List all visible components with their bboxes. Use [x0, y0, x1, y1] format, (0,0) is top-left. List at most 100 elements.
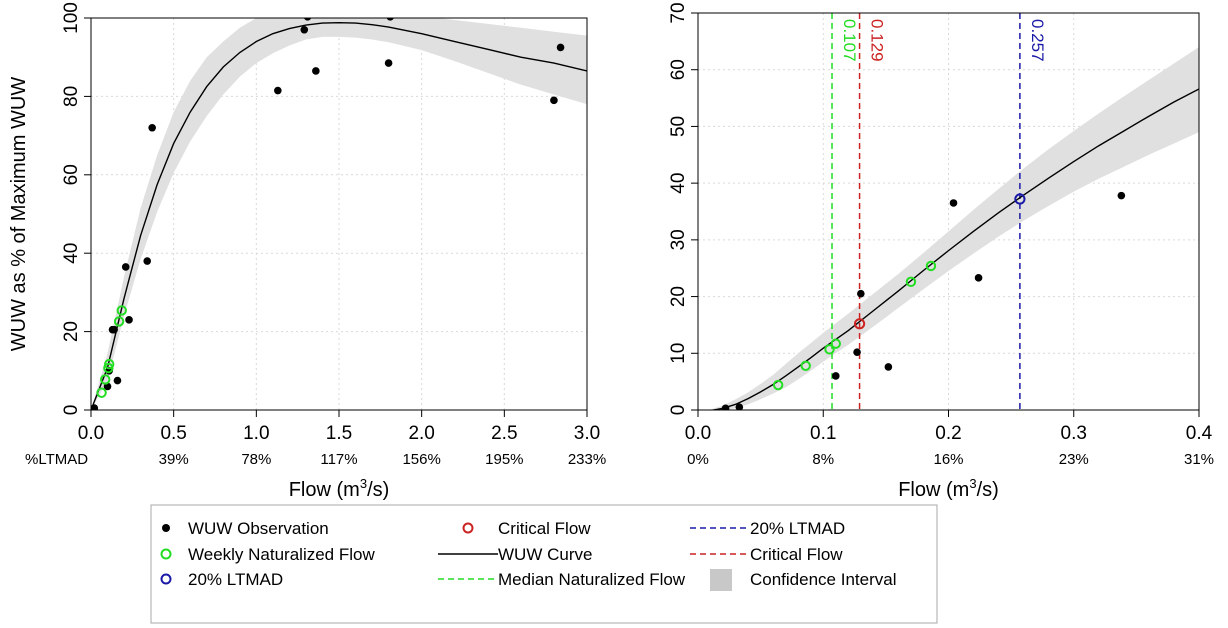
legend-label: 20% LTMAD — [750, 519, 845, 538]
weekly-naturalized-point — [824, 344, 835, 355]
observation-point — [853, 348, 861, 356]
observation-point — [274, 86, 282, 95]
y-tick-label: 80 — [61, 86, 82, 107]
observation-point — [721, 404, 730, 410]
wuw-curve — [91, 22, 587, 410]
secondary-tick-label: 39% — [159, 451, 189, 468]
x-tick-label: 0.2 — [935, 423, 961, 444]
secondary-tick-label: 233% — [568, 451, 606, 468]
observation-point — [735, 403, 744, 410]
legend-label: 20% LTMAD — [188, 570, 283, 589]
observation-point — [312, 67, 320, 75]
y-tick-label: 60 — [668, 59, 689, 80]
x-axis-title-end: /s) — [977, 479, 999, 501]
confidence-band — [707, 47, 1199, 410]
secondary-tick-label: 117% — [320, 451, 357, 468]
weekly-naturalized-point — [100, 374, 111, 385]
observation-point — [125, 316, 133, 324]
weekly-naturalized-point — [116, 305, 127, 316]
y-tick-label: 70 — [668, 2, 689, 23]
observation-point — [148, 123, 156, 132]
x-axis-title: Flow (m3/s) — [898, 476, 999, 501]
observation-point — [1117, 191, 1126, 200]
observation-point — [300, 25, 309, 34]
legend-label: Confidence Interval — [750, 570, 896, 589]
y-tick-label: 30 — [668, 229, 689, 250]
legend-obs-symbol — [162, 524, 170, 532]
secondary-tick-label: 78% — [241, 451, 271, 468]
legend: WUW Observation Weekly Naturalized Flow 20… — [150, 504, 938, 624]
legend-label: Critical Flow — [750, 545, 843, 564]
observation-point — [386, 18, 394, 21]
x-axis-title-main: Flow (m — [289, 479, 360, 501]
x-axis-title-sup: 3 — [969, 476, 976, 491]
observation-point — [110, 325, 118, 334]
plot-frame — [697, 12, 1200, 411]
weekly-naturalized-point — [830, 338, 841, 349]
y-tick-label: 40 — [668, 173, 689, 194]
ltmad-20-label: 0.257 — [1028, 19, 1047, 62]
secondary-axis-title: %LTMAD — [25, 451, 88, 468]
legend-box — [150, 504, 938, 624]
x-tick-label: 0.0 — [78, 423, 104, 444]
observation-point — [556, 43, 565, 52]
observation-point — [831, 372, 840, 380]
weekly-naturalized-point — [96, 387, 107, 398]
observation-point — [121, 263, 130, 271]
y-tick-label: 60 — [61, 164, 82, 185]
legend-band-symbol — [710, 569, 732, 591]
secondary-tick-label: 195% — [485, 451, 523, 468]
secondary-tick-label: 23% — [1059, 451, 1089, 468]
x-axis-title: Flow (m3/s) — [289, 476, 390, 501]
x-tick-label: 0.5 — [160, 423, 186, 444]
observation-point — [949, 199, 958, 207]
critical-flow-point — [853, 318, 866, 330]
y-tick-label: 20 — [668, 286, 689, 307]
observation-point — [974, 274, 983, 282]
weekly-naturalized-point — [800, 360, 811, 371]
secondary-tick-label: 31% — [1184, 451, 1214, 468]
left-plot: 0.0 0.5 1.0 1.5 2.0 2.5 3.0 0 20 40 60 80 100 %LTMAD 3… — [8, 2, 606, 501]
secondary-tick-label: 16% — [933, 451, 963, 468]
weekly-naturalized-point — [905, 276, 917, 288]
ltmad-point — [1014, 193, 1026, 205]
observation-point — [384, 59, 393, 67]
right-plot: 0.107 0.129 0.257 0.0 0.1 0.2 0.3 0.4 0 10 20 30 40 5… — [668, 2, 1214, 501]
x-tick-label: 3.0 — [574, 423, 600, 444]
x-tick-label: 2.5 — [491, 423, 517, 444]
y-tick-label: 100 — [61, 2, 82, 34]
x-axis-title-end: /s) — [367, 479, 389, 501]
weekly-naturalized-point — [772, 379, 784, 391]
weekly-naturalized-point — [113, 316, 125, 327]
observation-point — [857, 289, 865, 298]
legend-label: Median Naturalized Flow — [498, 570, 686, 589]
median-naturalized-flow-label: 0.107 — [840, 19, 859, 62]
observation-point — [143, 257, 152, 265]
wuw-curve — [709, 88, 1199, 410]
y-tick-label: 0 — [668, 405, 689, 416]
x-tick-label: 1.5 — [326, 423, 352, 444]
plot-area — [91, 18, 587, 410]
critical-flow-label: 0.129 — [868, 19, 887, 62]
legend-label: Critical Flow — [498, 519, 591, 538]
y-tick-label: 40 — [61, 243, 82, 264]
observation-point — [550, 96, 558, 105]
weekly-naturalized-point — [925, 260, 937, 272]
legend-label: Weekly Naturalized Flow — [188, 545, 375, 564]
observation-point — [303, 18, 312, 21]
observation-point — [884, 363, 893, 371]
y-tick-label: 10 — [668, 343, 689, 364]
x-axis-title-main: Flow (m — [898, 479, 969, 501]
observation-point — [91, 404, 99, 410]
y-tick-label: 50 — [668, 116, 689, 137]
x-tick-label: 0.1 — [810, 423, 836, 444]
legend-label: WUW Observation — [188, 519, 329, 538]
x-tick-label: 2.0 — [408, 423, 434, 444]
x-axis-title-sup: 3 — [360, 476, 367, 491]
secondary-tick-label: 8% — [812, 451, 834, 468]
legend-weekly-symbol — [160, 548, 172, 560]
weekly-naturalized-point — [103, 358, 115, 370]
y-tick-label: 20 — [61, 321, 82, 342]
plot-area — [707, 13, 1199, 410]
